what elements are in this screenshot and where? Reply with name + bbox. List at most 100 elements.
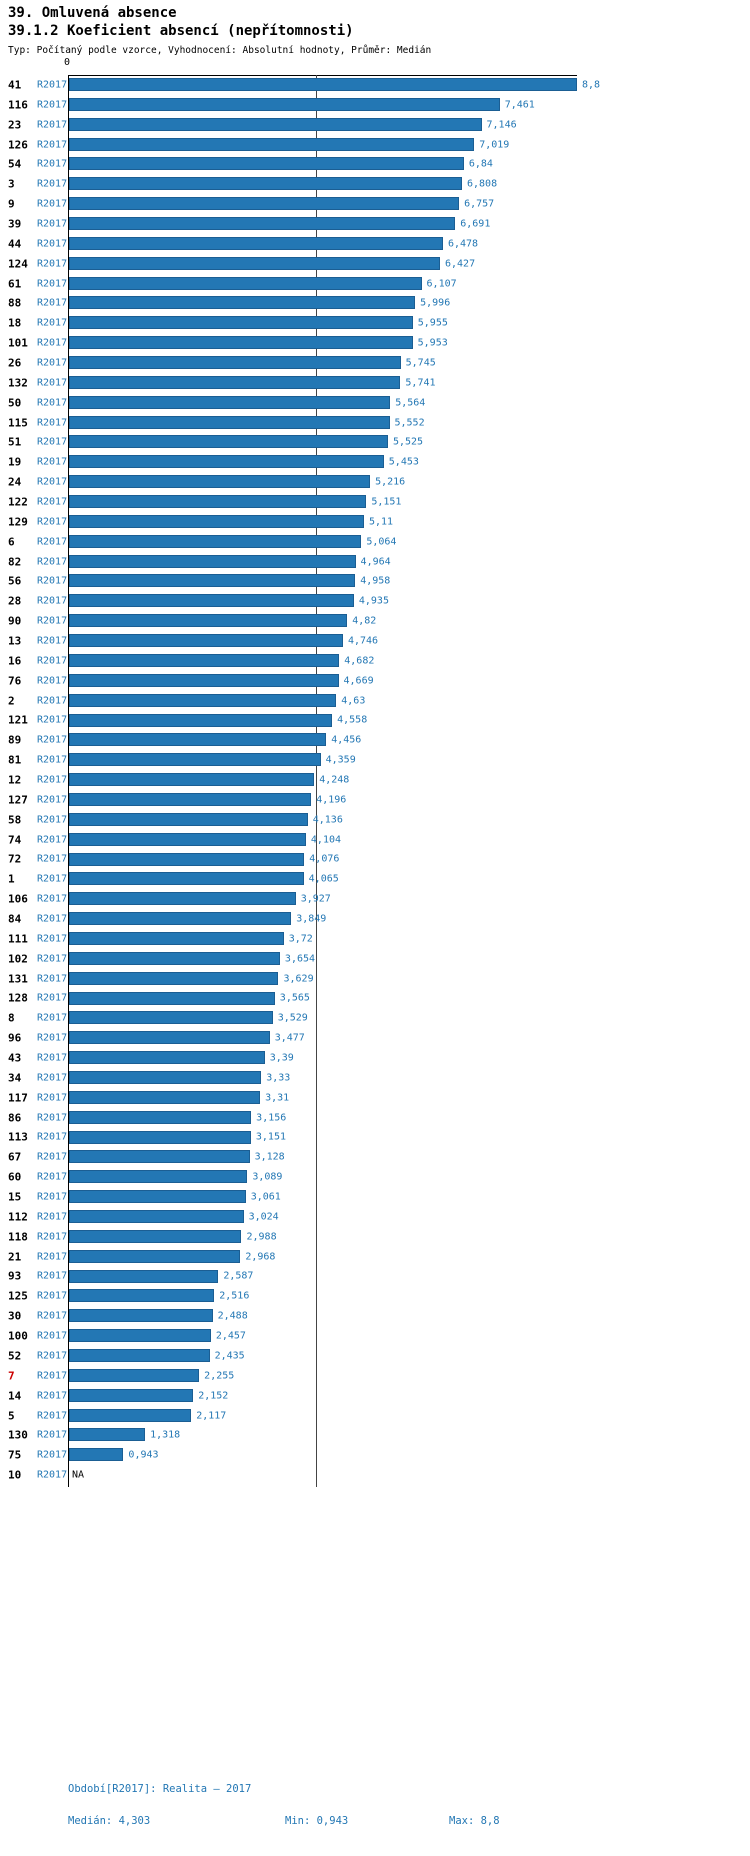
row-id-label: 16: [8, 654, 22, 668]
bar: [69, 574, 356, 588]
row-id-label: 127: [8, 793, 28, 807]
row-id-label: 86: [8, 1111, 22, 1125]
series-label: R2017: [37, 635, 68, 647]
footer-min: Min: 0,943: [285, 1815, 349, 1827]
bar: [69, 1110, 252, 1124]
value-label: 6,427: [445, 258, 476, 270]
series-label: R2017: [37, 655, 68, 667]
value-label: 4,958: [360, 575, 391, 587]
series-label: R2017: [37, 1052, 68, 1064]
series-label: R2017: [37, 317, 68, 329]
bar: [69, 475, 371, 489]
row-id-label: 5: [8, 1409, 15, 1422]
series-label: R2017: [37, 1469, 68, 1481]
row-id-label: 43: [8, 1051, 22, 1065]
series-label: R2017: [37, 1350, 68, 1362]
series-label: R2017: [37, 278, 68, 290]
series-label: R2017: [37, 1211, 68, 1223]
value-label: 4,065: [308, 873, 339, 885]
value-label: 6,757: [464, 198, 495, 210]
value-label: 4,248: [319, 774, 350, 786]
bar: [69, 1329, 211, 1343]
value-label: 2,117: [196, 1410, 227, 1421]
bar: [69, 1130, 251, 1144]
series-label: R2017: [37, 1270, 68, 1282]
value-label: 2,587: [223, 1270, 254, 1282]
series-label: R2017: [37, 1131, 68, 1143]
bar: [69, 395, 391, 409]
value-label: 5,552: [394, 417, 425, 429]
bar: [69, 634, 343, 648]
chart-row: 116 R2017 7,461: [0, 95, 750, 115]
series-label: R2017: [37, 853, 68, 865]
series-label: R2017: [37, 953, 68, 965]
chart-meta: Typ: Počítaný podle vzorce, Vyhodnocení:…: [8, 45, 432, 56]
chart-row: 81 R2017 4,359: [0, 750, 750, 770]
bar: [69, 753, 321, 767]
row-id-label: 101: [8, 336, 28, 350]
value-label: 4,196: [316, 794, 347, 806]
row-id-label: 111: [8, 932, 28, 946]
bar: [69, 1448, 124, 1462]
chart-row: 12 R2017 4,248: [0, 770, 750, 790]
chart-row: 96 R2017 3,477: [0, 1028, 750, 1048]
value-label: 8,8: [582, 79, 601, 91]
bar: [69, 256, 440, 270]
row-id-label: 130: [8, 1428, 28, 1442]
series-label: R2017: [37, 357, 68, 369]
row-id-label: 89: [8, 733, 22, 747]
series-label: R2017: [37, 1449, 68, 1461]
bar: [69, 951, 280, 965]
series-label: R2017: [37, 1310, 68, 1322]
series-label: R2017: [37, 1032, 68, 1044]
series-label: R2017: [37, 297, 68, 309]
chart-row: 128 R2017 3,565: [0, 989, 750, 1009]
row-id-label: 100: [8, 1329, 28, 1343]
bar: [69, 1388, 194, 1402]
series-label: R2017: [37, 456, 68, 468]
series-label: R2017: [37, 1251, 68, 1263]
series-label: R2017: [37, 695, 68, 707]
value-label: 5,064: [366, 536, 397, 548]
series-label: R2017: [37, 814, 68, 826]
chart-row: 18 R2017 5,955: [0, 313, 750, 333]
series-label: R2017: [37, 913, 68, 925]
value-label: 3,156: [256, 1112, 287, 1124]
chart-row: 3 R2017 6,808: [0, 174, 750, 194]
row-id-label: 3: [8, 177, 15, 191]
value-label: 3,565: [279, 992, 310, 1004]
value-label: 3,31: [265, 1092, 290, 1104]
bar: [69, 356, 401, 370]
value-label: 4,558: [337, 714, 368, 726]
value-label: 4,964: [360, 556, 391, 568]
chart-row: 100 R2017 2,457: [0, 1326, 750, 1346]
value-label: 1,318: [150, 1429, 181, 1441]
top-axis-line: [68, 75, 577, 76]
bar: [69, 1368, 200, 1382]
chart-row: 9 R2017 6,757: [0, 194, 750, 214]
bar: [69, 217, 456, 231]
chart-row: 74 R2017 4,104: [0, 830, 750, 850]
chart-row: 13 R2017 4,746: [0, 631, 750, 651]
row-id-label: 30: [8, 1309, 22, 1323]
chart-row: 126 R2017 7,019: [0, 135, 750, 155]
row-id-label: 44: [8, 237, 22, 251]
row-id-label: 112: [8, 1210, 28, 1224]
bar: [69, 316, 413, 330]
row-id-label: 84: [8, 912, 22, 926]
series-label: R2017: [37, 873, 68, 885]
row-id-label: 52: [8, 1349, 22, 1363]
value-label: 2,968: [245, 1251, 276, 1263]
row-id-label: 81: [8, 753, 22, 767]
bar: [69, 554, 356, 568]
chart-row: 41 R2017 8,8: [0, 75, 750, 95]
bar: [69, 197, 460, 211]
row-id-label: 122: [8, 495, 28, 509]
value-label: 6,107: [426, 278, 457, 290]
series-label: R2017: [37, 1290, 68, 1302]
row-id-label: 72: [8, 852, 22, 866]
bar: [69, 892, 296, 906]
value-label: 5,453: [388, 456, 419, 468]
row-id-label: 9: [8, 197, 15, 211]
value-label: 2,457: [215, 1330, 246, 1342]
